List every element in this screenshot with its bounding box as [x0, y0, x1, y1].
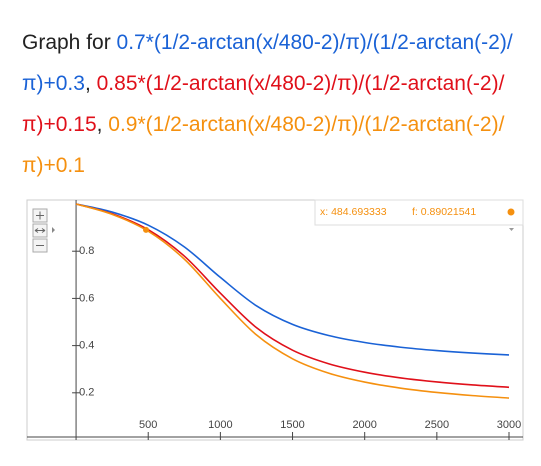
formula: 0.9*(1/2-arctan(x/480-2)/π)/(1/2-arctan(… [22, 113, 505, 177]
series-line [75, 203, 510, 356]
x-tick-label: 2500 [425, 419, 449, 431]
heading-prefix: Graph for [22, 31, 117, 54]
x-tick-label: 500 [139, 419, 157, 431]
cursor-dot [507, 208, 515, 216]
x-tick-label: 1500 [280, 419, 304, 431]
separator: , [96, 113, 109, 136]
plot-area: 500 1000 1500 2000 2500 3000 0.2 0.4 0.6 0.8 [27, 200, 523, 440]
formula: 0.7*(1/2-arctan(x/480-2)/π)/(1/2-arctan(… [22, 31, 513, 95]
formula: 0.85*(1/2-arctan(x/480-2)/π)/(1/2-arctan… [22, 72, 505, 136]
plus-icon [36, 211, 44, 220]
graph-heading: Graph for 0.7*(1/2-arctan(x/480-2)/π)/(1… [22, 22, 532, 186]
cursor-f: f: 0.89021541 [412, 206, 476, 218]
cursor-point [143, 226, 150, 233]
cursor-box [314, 199, 524, 226]
x-tick-label: 2000 [352, 419, 376, 431]
zoom-controls[interactable] [32, 208, 55, 253]
y-tick-label: 0.4 [79, 340, 94, 352]
pan-arrow [52, 227, 55, 233]
x-tick-label: 1000 [208, 419, 232, 431]
y-tick-label: 0.2 [79, 387, 94, 399]
dropdown-arrow[interactable] [509, 228, 514, 231]
pan-icon [34, 228, 46, 233]
x-tick-label: 3000 [497, 419, 521, 431]
plot-frame [26, 199, 524, 441]
y-tick-label: 0.8 [79, 245, 94, 257]
y-tick-label: 0.6 [79, 292, 94, 304]
separator: , [84, 72, 97, 95]
cursor-x: x: 484.693333 [320, 206, 387, 218]
